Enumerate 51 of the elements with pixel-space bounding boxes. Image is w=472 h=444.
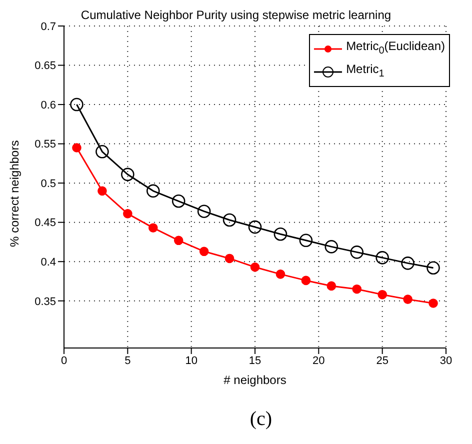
y-axis-title: % correct neighbors xyxy=(7,140,22,247)
x-tick-label: 25 xyxy=(376,354,388,367)
y-tick-label: 0.7 xyxy=(40,20,56,33)
x-tick-label: 20 xyxy=(312,354,325,367)
point xyxy=(72,143,82,152)
point xyxy=(121,168,134,182)
y-tick-label: 0.55 xyxy=(34,138,56,151)
point xyxy=(222,213,236,227)
y-tick-label: 0.45 xyxy=(34,217,56,230)
y-tick-label: 0.5 xyxy=(40,178,56,190)
point xyxy=(403,294,412,304)
text: (c) xyxy=(248,408,274,431)
x-tick-label: 0 xyxy=(60,354,68,367)
point xyxy=(98,186,107,196)
point xyxy=(350,246,364,259)
y-tick-label: 0.6 xyxy=(40,99,56,112)
point xyxy=(274,227,288,241)
point xyxy=(123,209,132,218)
point xyxy=(352,284,362,294)
y-tick-label: 0.4 xyxy=(40,256,56,269)
point xyxy=(250,262,260,272)
point xyxy=(301,276,311,286)
point xyxy=(326,281,336,291)
point xyxy=(248,220,262,234)
point xyxy=(224,254,234,264)
y-tick-label: 0.65 xyxy=(34,60,56,72)
x-tick-label: 10 xyxy=(185,354,198,367)
legend-label: Metric$_{0}$(Euclidean) xyxy=(346,38,445,58)
point xyxy=(96,145,109,158)
point xyxy=(146,184,160,198)
x-axis-title: # neighbors xyxy=(224,373,286,387)
point xyxy=(70,98,84,112)
point xyxy=(401,256,414,270)
y-tick-label: 0.35 xyxy=(34,296,56,308)
point xyxy=(174,236,184,246)
x-tick-label: 5 xyxy=(124,354,131,367)
point xyxy=(148,223,158,232)
point xyxy=(199,246,209,256)
point xyxy=(378,290,387,300)
point xyxy=(426,261,440,275)
point xyxy=(276,270,286,279)
x-tick-label: 30 xyxy=(440,354,452,367)
legend-label: Metric$_{1}$ xyxy=(346,61,384,82)
point xyxy=(376,251,389,264)
point xyxy=(299,234,313,248)
point xyxy=(324,240,338,254)
point xyxy=(428,298,438,308)
x-tick-label: 15 xyxy=(248,354,262,367)
point xyxy=(172,194,186,208)
chart-title: Cumulative Neighbor Purity using stepwise metric learning xyxy=(80,8,392,22)
point xyxy=(197,204,211,218)
